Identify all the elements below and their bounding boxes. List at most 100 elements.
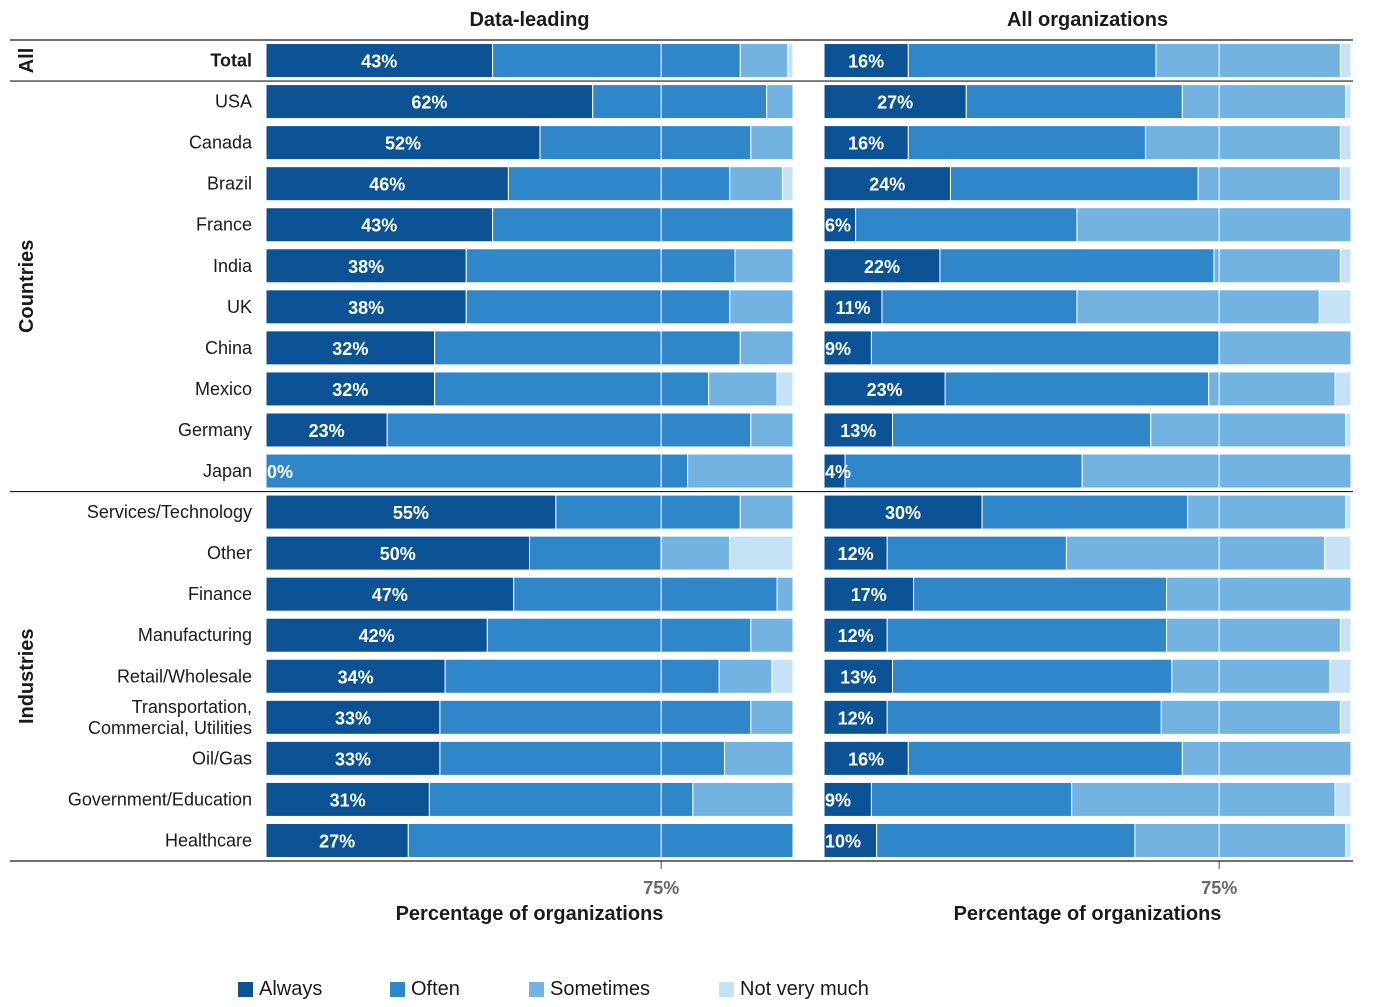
bar-all-organizations-canada-not-very-much: [1339, 125, 1352, 161]
bar-data-leading-india-often: [465, 248, 736, 284]
bar-data-leading-retail-wholesale-not-very-much: [771, 658, 794, 694]
group-label-countries: Countries: [16, 240, 38, 333]
bar-data-leading-brazil-not-very-much: [781, 166, 794, 202]
legend-swatch-not-very-much: [719, 982, 734, 997]
bar-data-leading-other-often: [529, 535, 662, 571]
bar-data-leading-oil-gas-always: [265, 740, 441, 776]
bar-all-organizations-government-education-always: [823, 781, 872, 817]
row-label-total: Total: [210, 51, 252, 71]
group-label-all: All: [16, 48, 38, 74]
bar-all-organizations-services-technology-sometimes: [1187, 494, 1347, 530]
bar-data-leading-services-technology-sometimes: [739, 494, 794, 530]
tick-label-75-data-leading: 75%: [643, 878, 679, 898]
bar-all-organizations-healthcare-always: [823, 822, 878, 858]
legend-label-always: Always: [259, 978, 323, 1000]
bar-data-leading-canada-sometimes: [750, 125, 794, 161]
row-label-usa: USA: [215, 92, 252, 112]
data-label-data-leading-canada: 52%: [385, 134, 421, 154]
data-label-all-organizations-japan: 4%: [825, 462, 851, 482]
bar-all-organizations-services-technology-not-very-much: [1345, 494, 1352, 530]
bar-all-organizations-mexico-sometimes: [1208, 371, 1336, 407]
bar-data-leading-government-education-often: [428, 781, 694, 817]
data-label-data-leading-total: 43%: [361, 52, 397, 72]
bar-data-leading-finance-often: [513, 576, 778, 612]
data-label-all-organizations-uk: 11%: [835, 298, 870, 318]
data-label-all-organizations-government-education: 9%: [825, 790, 851, 810]
legend-swatch-always: [238, 982, 253, 997]
bar-all-organizations-transportation-commercial-utilities-always: [823, 699, 888, 735]
bar-all-organizations-india-often: [939, 248, 1215, 284]
bar-data-leading-usa-often: [592, 84, 768, 120]
bar-data-leading-france-often: [492, 207, 794, 243]
bar-all-organizations-germany-always: [823, 412, 894, 448]
bar-all-organizations-usa-often: [965, 84, 1183, 120]
row-label-manufacturing: Manufacturing: [138, 625, 252, 645]
data-label-data-leading-france: 43%: [361, 216, 397, 236]
bar-all-organizations-retail-wholesale-sometimes: [1171, 658, 1331, 694]
data-label-all-organizations-transportation-commercial-utilities: 12%: [838, 708, 874, 728]
row-label-canada: Canada: [189, 133, 253, 153]
legend-label-sometimes: Sometimes: [550, 978, 651, 1000]
bar-all-organizations-oil-gas-sometimes: [1181, 740, 1352, 776]
group-label-industries: Industries: [16, 628, 38, 724]
bar-all-organizations-transportation-commercial-utilities-not-very-much: [1339, 699, 1352, 735]
bar-all-organizations-other-often: [886, 535, 1067, 571]
bar-all-organizations-brazil-not-very-much: [1339, 166, 1352, 202]
bar-data-leading-other-sometimes: [660, 535, 731, 571]
bar-data-leading-germany-often: [386, 412, 752, 448]
bar-data-leading-uk-sometimes: [729, 289, 794, 325]
bar-all-organizations-other-not-very-much: [1324, 535, 1352, 571]
data-label-data-leading-uk: 38%: [348, 298, 384, 318]
data-label-all-organizations-china: 9%: [825, 339, 851, 359]
bar-all-organizations-usa-always: [823, 84, 967, 120]
bar-data-leading-japan-sometimes: [687, 453, 794, 489]
data-label-all-organizations-france: 6%: [825, 216, 851, 236]
data-label-all-organizations-mexico: 23%: [867, 380, 903, 400]
bar-all-organizations-manufacturing-always: [823, 617, 888, 653]
bar-data-leading-total-always: [265, 43, 494, 79]
bar-all-organizations-france-often: [855, 207, 1078, 243]
bar-all-organizations-other-sometimes: [1065, 535, 1326, 571]
row-label-services-technology: Services/Technology: [87, 502, 252, 522]
bar-all-organizations-finance-sometimes: [1166, 576, 1352, 612]
legend-label-often: Often: [411, 978, 460, 1000]
data-label-data-leading-healthcare: 27%: [319, 831, 355, 851]
bar-all-organizations-japan-sometimes: [1081, 453, 1352, 489]
bar-all-organizations-finance-often: [913, 576, 1168, 612]
legend-swatch-sometimes: [529, 982, 544, 997]
bar-all-organizations-government-education-sometimes: [1071, 781, 1336, 817]
row-label-retail-wholesale: Retail/Wholesale: [117, 666, 252, 686]
data-label-all-organizations-brazil: 24%: [869, 175, 905, 195]
data-label-data-leading-brazil: 46%: [369, 175, 405, 195]
bar-all-organizations-india-always: [823, 248, 941, 284]
bar-data-leading-usa-sometimes: [766, 84, 794, 120]
data-label-all-organizations-other: 12%: [838, 544, 874, 564]
data-label-all-organizations-retail-wholesale: 13%: [840, 667, 876, 687]
legend-swatch-often: [390, 982, 405, 997]
bar-data-leading-canada-always: [265, 125, 541, 161]
row-label-germany: Germany: [178, 420, 252, 440]
bar-all-organizations-mexico-often: [944, 371, 1210, 407]
tick-label-75-all-organizations: 75%: [1201, 878, 1237, 898]
row-label-uk: UK: [227, 297, 252, 317]
bar-all-organizations-transportation-commercial-utilities-often: [886, 699, 1162, 735]
legend-item-not-very-much: Not very much: [719, 978, 919, 1001]
bar-all-organizations-government-education-often: [870, 781, 1073, 817]
bar-data-leading-china-sometimes: [739, 330, 794, 366]
row-label-mexico: Mexico: [195, 379, 252, 399]
legend-item-often: Often: [390, 978, 529, 1001]
panel-title-all-organizations: All organizations: [1007, 9, 1168, 31]
bar-data-leading-retail-wholesale-sometimes: [718, 658, 773, 694]
data-label-all-organizations-oil-gas: 16%: [848, 749, 884, 769]
bar-all-organizations-china-sometimes: [1218, 330, 1352, 366]
data-label-data-leading-other: 50%: [380, 544, 416, 564]
bar-all-organizations-total-always: [823, 43, 909, 79]
bar-data-leading-transportation-commercial-utilities-always: [265, 699, 441, 735]
bar-data-leading-brazil-often: [507, 166, 731, 202]
bar-all-organizations-manufacturing-not-very-much: [1339, 617, 1352, 653]
row-label-brazil: Brazil: [207, 174, 252, 194]
bar-data-leading-uk-often: [465, 289, 731, 325]
bar-all-organizations-brazil-often: [949, 166, 1199, 202]
